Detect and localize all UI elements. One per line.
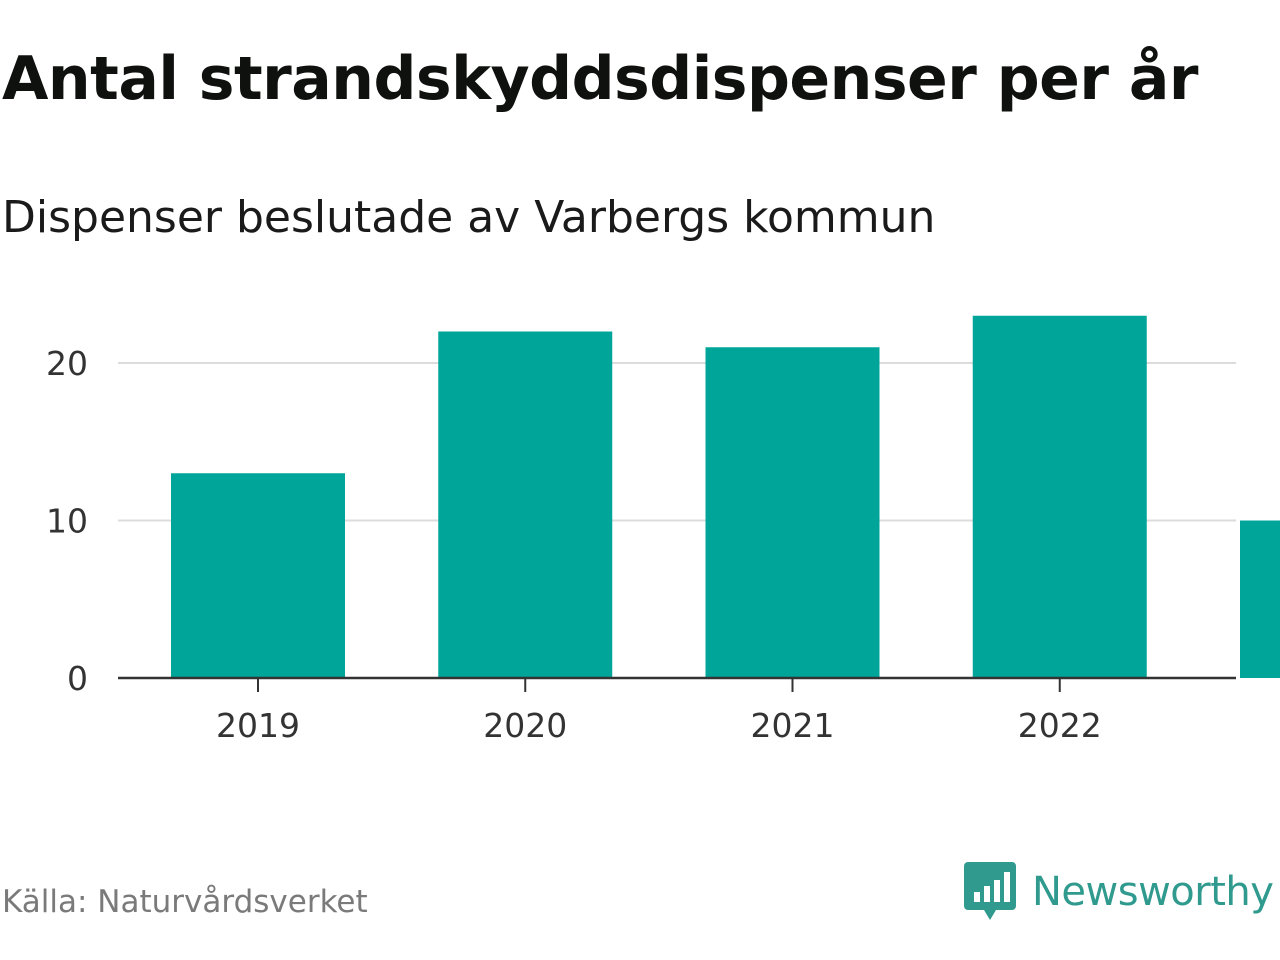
y-tick-label: 20 xyxy=(46,344,88,383)
bar-2023 xyxy=(1240,520,1280,678)
y-tick-label: 10 xyxy=(46,502,88,541)
x-tick-label: 2019 xyxy=(216,706,300,745)
chart-subtitle: Dispenser beslutade av Varbergs kommun xyxy=(2,192,936,243)
brand: Newsworthy xyxy=(964,862,1274,922)
x-tick-label: 2022 xyxy=(1018,706,1102,745)
bar-2021 xyxy=(705,347,880,678)
chart-title: Antal strandskyddsdispenser per år xyxy=(2,44,1198,114)
bar-2020 xyxy=(438,331,613,678)
bar-2022 xyxy=(972,315,1147,678)
source-note: Källa: Naturvårdsverket xyxy=(2,884,368,920)
newsworthy-logo-icon xyxy=(964,862,1016,920)
y-tick-label: 0 xyxy=(67,659,88,698)
x-tick-label: 2021 xyxy=(751,706,835,745)
bar-2019 xyxy=(171,473,345,678)
x-tick-label: 2020 xyxy=(483,706,567,745)
brand-name: Newsworthy xyxy=(1032,869,1274,915)
